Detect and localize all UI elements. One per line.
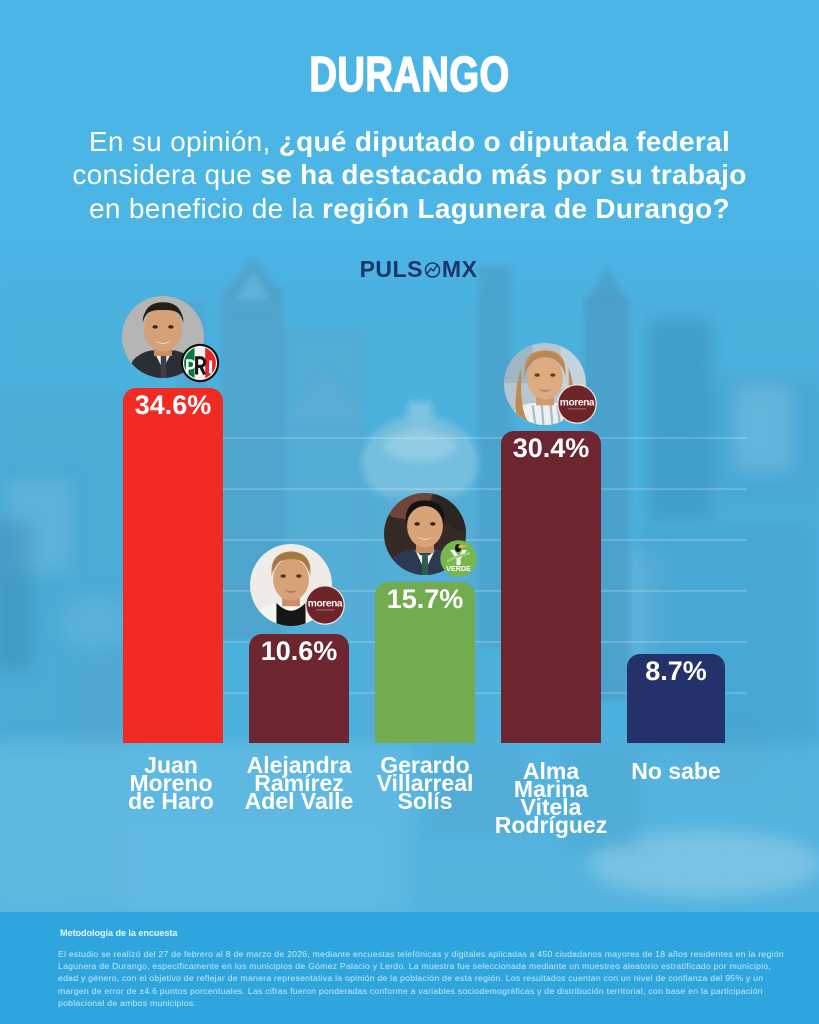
svg-text:morena: morena bbox=[560, 398, 595, 409]
svg-text:morena: morena bbox=[308, 599, 343, 610]
svg-text:VERDE: VERDE bbox=[446, 564, 471, 573]
